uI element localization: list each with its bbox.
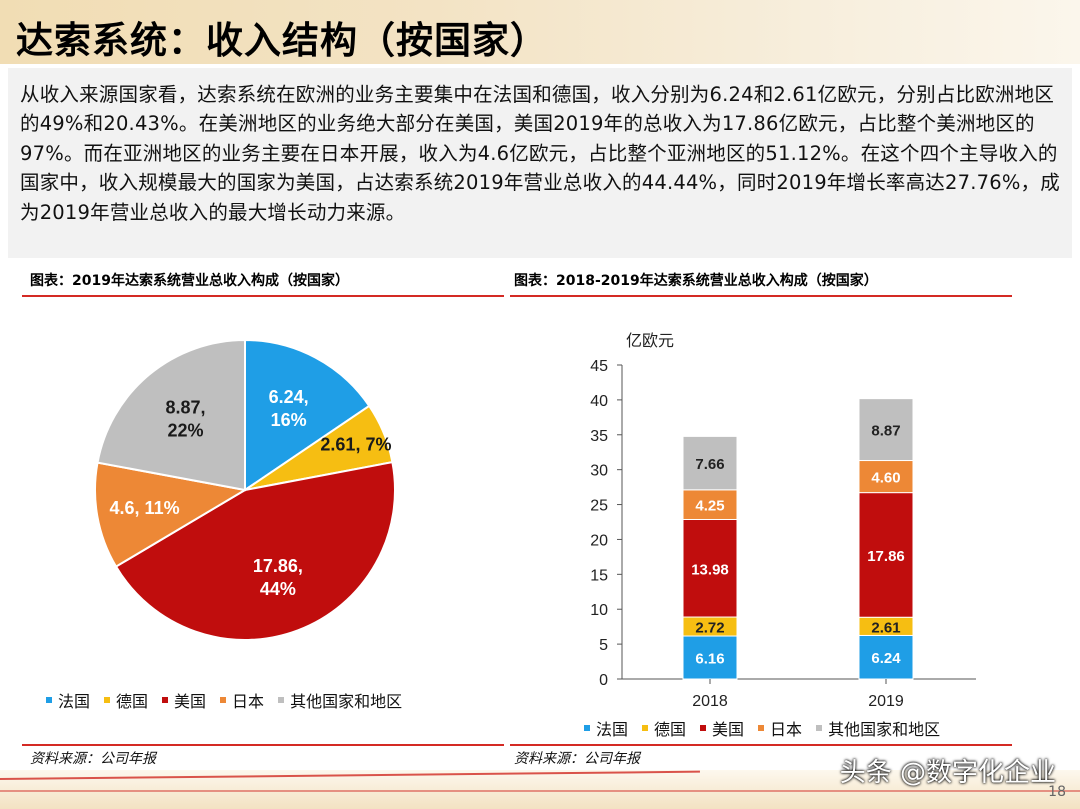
bar-data-label-others-2018: 7.66 [695, 456, 724, 473]
bar-legend: 法国 德国 美国 日本 其他国家和地区 [584, 716, 954, 740]
y-tick-label: 10 [590, 602, 608, 619]
legend-swatch-japan [220, 697, 227, 703]
pie-title-rule [22, 295, 504, 297]
pie-slice-others [96, 338, 246, 492]
legend-swatch-france [584, 725, 590, 731]
bar-legend-item-usa: 美国 [700, 716, 744, 740]
bar-data-label-japan-2018: 4.25 [695, 498, 724, 515]
legend-swatch-usa [700, 725, 707, 731]
pie-slice-japan [94, 461, 248, 568]
bar-legend-item-france: 法国 [584, 716, 628, 740]
pie-label-others: 8.87, 22% [166, 397, 206, 440]
legend-swatch-france [46, 697, 52, 703]
bar-legend-item-germany: 德国 [642, 716, 686, 740]
stacked-bar-chart: 亿欧元 0 5 10 15 20 25 30 35 40 45 6.16 2.72 13.98 4.25 7.… [590, 332, 976, 710]
pie-chart-title: 图表：2019年达索系统营业总收入构成（按国家） [30, 273, 349, 289]
bar-segment-usa-2018 [682, 518, 738, 618]
bar-data-label-france-2018: 6.16 [695, 651, 724, 668]
legend-swatch-usa [162, 697, 169, 703]
bar-data-label-germany-2019: 2.61 [871, 619, 900, 636]
legend-label: 法国 [58, 692, 91, 711]
bar-data-label-japan-2019: 4.60 [871, 470, 900, 487]
bar-data-label-others-2019: 8.87 [871, 423, 900, 440]
bar-segment-japan-2018 [682, 489, 738, 520]
pie-source: 资料来源：公司年报 [30, 751, 156, 767]
intro-box [8, 68, 1072, 258]
y-tick-label: 15 [590, 567, 608, 584]
legend-label: 日本 [232, 692, 265, 711]
pie-legend-item-others: 其他国家和地区 [278, 688, 402, 712]
footer-accent-line [0, 790, 1080, 792]
legend-label: 其他国家和地区 [290, 692, 403, 711]
x-tick-label-2019: 2019 [868, 693, 904, 710]
legend-swatch-japan [758, 725, 765, 731]
bar-segment-others-2019 [858, 398, 914, 462]
pie-legend-item-japan: 日本 [220, 688, 264, 712]
pie-label-japan: 4.6, 11% [110, 498, 180, 518]
pie-slice-france [244, 338, 371, 492]
bar-data-label-france-2019: 6.24 [871, 650, 901, 667]
bar-title-rule [510, 295, 1012, 297]
legend-swatch-others [278, 697, 285, 703]
y-tick-label: 0 [599, 672, 608, 689]
bar-segment-usa-2019 [858, 492, 914, 618]
bar-legend-item-others: 其他国家和地区 [816, 716, 940, 740]
legend-swatch-germany [104, 697, 111, 703]
y-tick-label: 25 [590, 498, 608, 515]
bar-source-rule [510, 744, 1012, 746]
y-tick-label: 20 [590, 532, 608, 549]
bar-data-label-usa-2019: 17.86 [867, 548, 905, 565]
legend-label: 德国 [654, 720, 687, 739]
watermark: 头条 @数字化企业 [839, 758, 1056, 788]
y-tick-label: 40 [590, 393, 608, 410]
y-tick-label: 30 [590, 463, 608, 480]
pie-legend: 法国 德国 美国 日本 其他国家和地区 [46, 688, 416, 712]
legend-label: 美国 [712, 720, 745, 739]
intro-paragraph: 从收入来源国家看，达索系统在欧洲的业务主要集中在法国和德国，收入分别为6.24和… [20, 83, 1060, 224]
bar-segment-france-2018 [682, 635, 738, 680]
legend-swatch-others [816, 725, 823, 731]
bar-data-label-germany-2018: 2.72 [695, 620, 724, 637]
legend-swatch-germany [642, 725, 649, 731]
y-axis-unit-label: 亿欧元 [626, 332, 674, 350]
pie-label-france: 6.24, 16% [269, 387, 309, 430]
bar-data-label-usa-2018: 13.98 [691, 561, 729, 578]
page-title: 达索系统：收入结构（按国家） [16, 19, 548, 62]
pie-chart: 6.24, 16% 2.61, 7% 17.86, 44% 4.6, 11% 8.87, 22… [94, 338, 396, 641]
pie-legend-item-france: 法国 [46, 688, 90, 712]
legend-label: 日本 [770, 720, 803, 739]
y-tick-label: 45 [590, 358, 608, 375]
pie-slice-usa [114, 460, 396, 641]
pie-legend-item-usa: 美国 [162, 688, 206, 712]
bar-segment-others-2018 [682, 435, 738, 491]
bar-chart-title: 图表：2018-2019年达索系统营业总收入构成（按国家） [514, 273, 878, 289]
pie-source-rule [22, 744, 504, 746]
pie-label-usa: 17.86, 44% [253, 556, 303, 599]
pie-label-germany: 2.61, 7% [320, 434, 391, 454]
y-tick-label: 35 [590, 428, 608, 445]
legend-label: 美国 [174, 692, 207, 711]
legend-label: 法国 [596, 720, 629, 739]
legend-label: 其他国家和地区 [828, 720, 941, 739]
bar-segment-japan-2019 [858, 460, 914, 494]
x-tick-label-2018: 2018 [692, 693, 728, 710]
page-number: 18 [1048, 784, 1066, 800]
legend-label: 德国 [116, 692, 149, 711]
title-bar [0, 0, 1080, 64]
y-tick-label: 5 [599, 637, 608, 654]
bar-legend-item-japan: 日本 [758, 716, 802, 740]
pie-legend-item-germany: 德国 [104, 688, 148, 712]
bar-source: 资料来源：公司年报 [514, 751, 640, 767]
